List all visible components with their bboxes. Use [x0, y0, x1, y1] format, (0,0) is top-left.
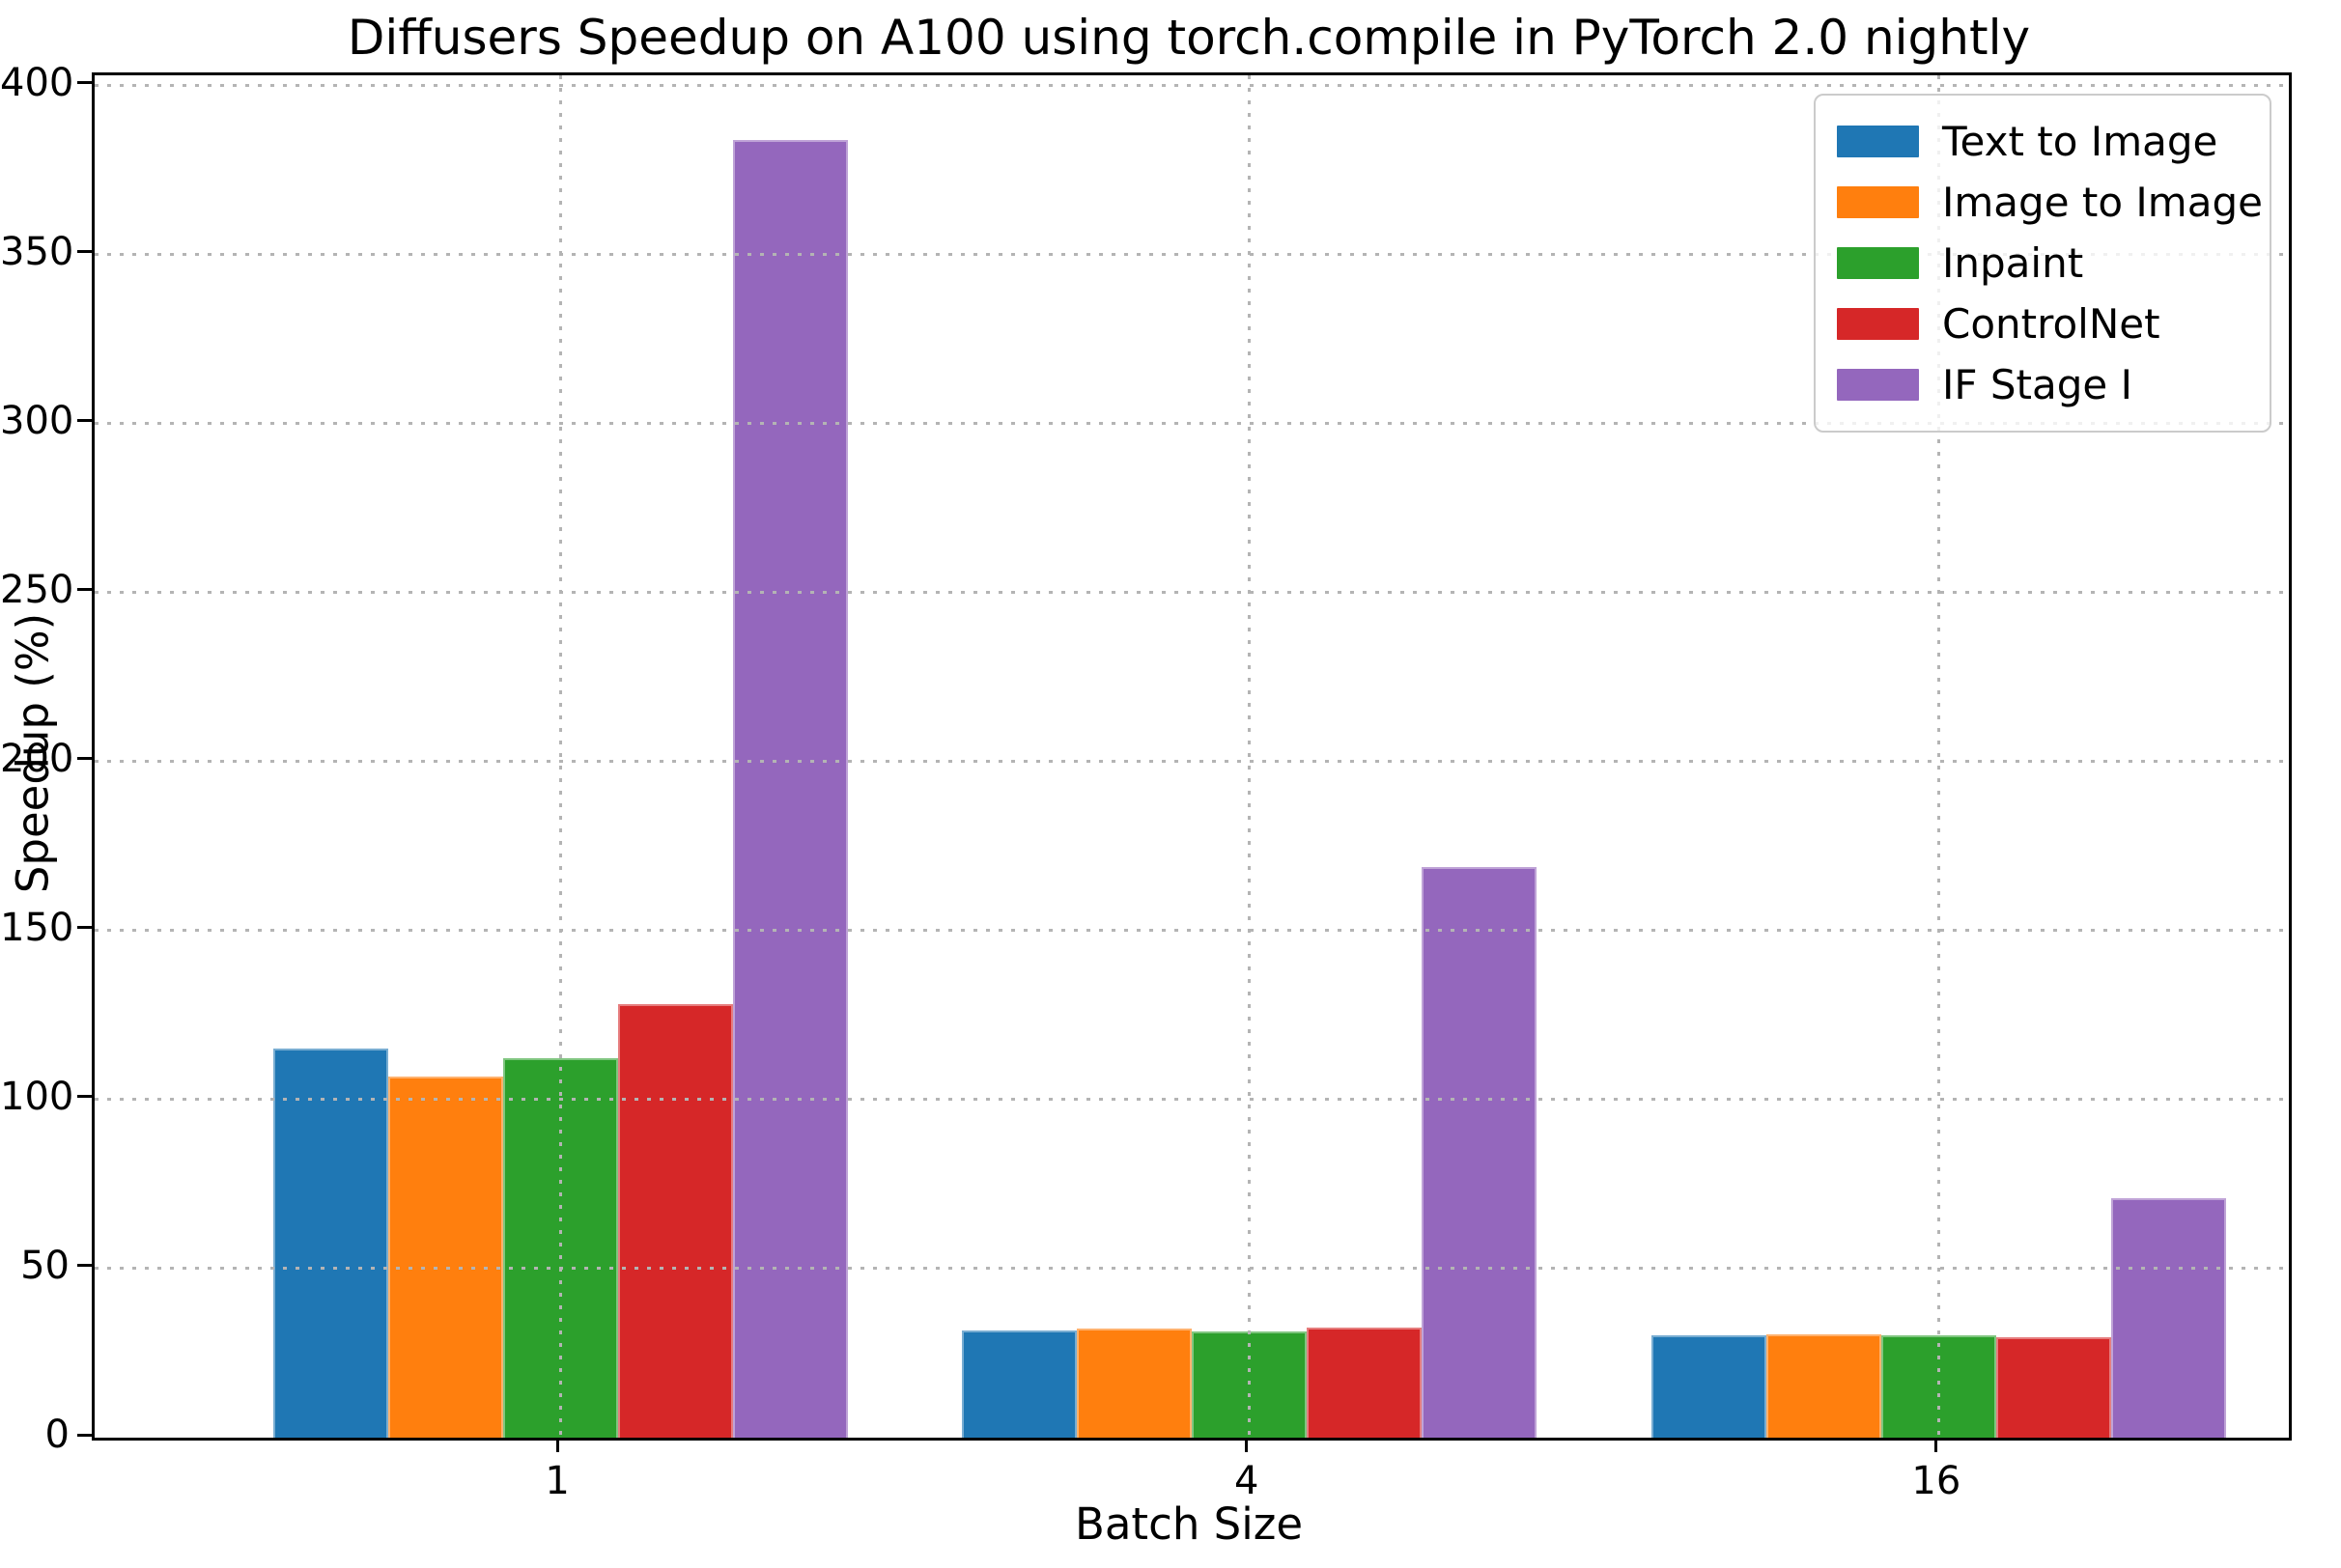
y-tick-mark-150 [77, 926, 92, 930]
y-tick-mark-200 [77, 757, 92, 761]
y-tick-label-0: 0 [44, 1413, 70, 1457]
bar-if-stage-i-batch-16 [2111, 1198, 2227, 1438]
gridline-horizontal-100 [95, 1098, 2289, 1102]
x-axis-label: Batch Size [1074, 1498, 1304, 1550]
plot-inner [95, 75, 2289, 1438]
gridline-horizontal-250 [95, 591, 2289, 595]
legend-swatch-inpaint [1837, 247, 1919, 279]
y-tick-label-400: 400 [0, 60, 74, 105]
legend-item-inpaint: Inpaint [1837, 233, 2250, 294]
gridline-horizontal-300 [95, 422, 2289, 426]
y-tick-label-200: 200 [0, 736, 74, 781]
legend-label-inpaint: Inpaint [1942, 239, 2084, 287]
gridline-vertical-batch-4 [1248, 75, 1252, 1438]
legend-label-image-to-image: Image to Image [1942, 179, 2263, 226]
bar-text-to-image-batch-1 [272, 1049, 388, 1438]
y-tick-label-150: 150 [0, 905, 74, 950]
x-tick-mark-batch-4 [1245, 1438, 1249, 1452]
bar-text-to-image-batch-16 [1651, 1334, 1767, 1438]
legend-label-controlnet: ControlNet [1942, 300, 2160, 348]
x-tick-mark-batch-1 [555, 1438, 559, 1452]
gridline-vertical-batch-16 [1937, 75, 1941, 1438]
legend-swatch-text-to-image [1837, 126, 1919, 157]
legend-item-controlnet: ControlNet [1837, 294, 2250, 354]
bar-image-to-image-batch-4 [1077, 1328, 1193, 1438]
x-tick-label-batch-4: 4 [1234, 1459, 1259, 1503]
bar-controlnet-batch-16 [1996, 1337, 2112, 1438]
y-tick-mark-250 [77, 588, 92, 592]
y-tick-mark-350 [77, 250, 92, 254]
y-tick-mark-400 [77, 81, 92, 84]
gridline-horizontal-50 [95, 1267, 2289, 1271]
plot-area [92, 72, 2292, 1441]
x-tick-mark-batch-16 [1934, 1438, 1938, 1452]
gridline-vertical-batch-1 [558, 75, 562, 1438]
bar-controlnet-batch-4 [1307, 1327, 1423, 1438]
x-tick-label-batch-1: 1 [545, 1459, 570, 1503]
y-tick-mark-0 [77, 1433, 92, 1437]
y-tick-label-50: 50 [20, 1243, 70, 1288]
bar-if-stage-i-batch-4 [1422, 867, 1537, 1438]
gridline-horizontal-150 [95, 929, 2289, 933]
y-tick-label-350: 350 [0, 229, 74, 274]
legend-swatch-controlnet [1837, 308, 1919, 340]
legend-label-text-to-image: Text to Image [1942, 118, 2218, 165]
y-tick-label-300: 300 [0, 398, 74, 443]
chart-title: Diffusers Speedup on A100 using torch.co… [347, 10, 2031, 66]
bar-image-to-image-batch-1 [387, 1077, 503, 1438]
bar-text-to-image-batch-4 [962, 1330, 1078, 1438]
legend: Text to Image Image to Image Inpaint Contro… [1814, 94, 2271, 433]
legend-label-if-stage-i: IF Stage I [1942, 361, 2132, 408]
x-tick-label-batch-16: 16 [1911, 1459, 1961, 1503]
y-tick-mark-50 [77, 1264, 92, 1268]
bar-if-stage-i-batch-1 [732, 139, 848, 1438]
bar-controlnet-batch-1 [617, 1004, 733, 1438]
legend-item-image-to-image: Image to Image [1837, 172, 2263, 233]
legend-swatch-image-to-image [1837, 186, 1919, 218]
legend-swatch-if-stage-i [1837, 369, 1919, 401]
y-tick-label-100: 100 [0, 1074, 74, 1119]
gridline-horizontal-200 [95, 760, 2289, 764]
legend-item-text-to-image: Text to Image [1837, 111, 2250, 172]
y-tick-label-250: 250 [0, 567, 74, 612]
legend-item-if-stage-i: IF Stage I [1837, 354, 2250, 415]
gridline-horizontal-400 [95, 84, 2289, 87]
bar-image-to-image-batch-16 [1766, 1333, 1882, 1438]
gridline-horizontal-350 [95, 253, 2289, 257]
y-tick-mark-100 [77, 1095, 92, 1099]
y-tick-mark-300 [77, 419, 92, 423]
